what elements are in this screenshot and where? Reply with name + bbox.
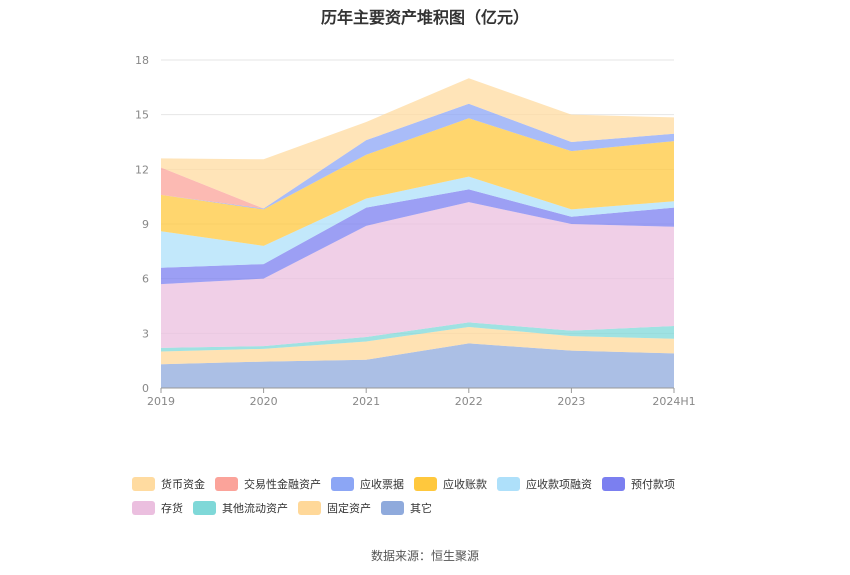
x-tick-label: 2023 [557,395,585,408]
legend-swatch [414,477,437,491]
area-series-5 [161,176,674,268]
legend-item[interactable]: 交易性金融资产 [215,472,321,496]
legend-swatch [215,477,238,491]
source-note: 数据来源：恒生聚源 [370,549,479,563]
area-series-3 [161,202,674,348]
legend-swatch [602,477,625,491]
y-tick-label: 15 [135,109,149,122]
legend-label: 应收账款 [443,478,487,491]
legend-item[interactable]: 其它 [381,496,432,520]
legend-item[interactable]: 其他流动资产 [193,496,288,520]
x-tick-label: 2022 [455,395,483,408]
legend-label: 预付款项 [631,478,675,491]
legend-swatch [298,501,321,515]
y-tick-label: 12 [135,163,149,176]
legend-label: 交易性金融资产 [244,478,321,491]
legend-item[interactable]: 存货 [132,496,183,520]
legend-item[interactable]: 货币资金 [132,472,205,496]
legend-swatch [331,477,354,491]
x-tick-label: 2021 [352,395,380,408]
legend-swatch [381,501,404,515]
legend-row: 货币资金 交易性金融资产 应收票据 应收账款 应收款项融资 预付款项 [132,472,732,496]
legend-label: 固定资产 [327,502,371,515]
legend-row: 存货 其他流动资产 固定资产 其它 [132,496,732,520]
legend-label: 应收票据 [360,478,404,491]
area-series-2 [161,322,674,352]
y-tick-label: 0 [142,382,149,395]
area-series-8 [161,103,674,209]
y-tick-label: 9 [142,218,149,231]
chart-legend: 货币资金 交易性金融资产 应收票据 应收账款 应收款项融资 预付款项存货 其他流动资产 固定资… [132,472,732,520]
legend-item[interactable]: 应收账款 [414,472,487,496]
legend-label: 其它 [410,502,432,515]
legend-item[interactable]: 预付款项 [602,472,675,496]
legend-item[interactable]: 应收款项融资 [497,472,592,496]
legend-swatch [132,477,155,491]
area-series-0 [161,343,674,388]
x-tick-label: 2024H1 [652,395,695,408]
stacked-area-chart: 0 3 6 9 12 15 18 2019 2020 2021 2022 2023 2024H1 [135,54,696,408]
x-tick-label: 2019 [147,395,175,408]
legend-label: 应收款项融资 [526,478,592,491]
legend-swatch [497,477,520,491]
area-series-9 [161,78,674,209]
y-tick-label: 6 [142,273,149,286]
chart-title: 历年主要资产堆积图（亿元） [320,8,529,27]
y-tick-label: 3 [142,327,149,340]
legend-swatch [132,501,155,515]
area-series-1 [161,326,674,365]
legend-item[interactable]: 应收票据 [331,472,404,496]
x-tick-label: 2020 [250,395,278,408]
legend-swatch [193,501,216,515]
legend-label: 存货 [161,502,183,515]
y-tick-label: 18 [135,54,149,67]
legend-label: 货币资金 [161,478,205,491]
area-series-6 [161,118,674,246]
legend-item[interactable]: 固定资产 [298,496,371,520]
legend-label: 其他流动资产 [222,502,288,515]
area-series-7 [161,103,674,210]
area-series-4 [161,189,674,285]
